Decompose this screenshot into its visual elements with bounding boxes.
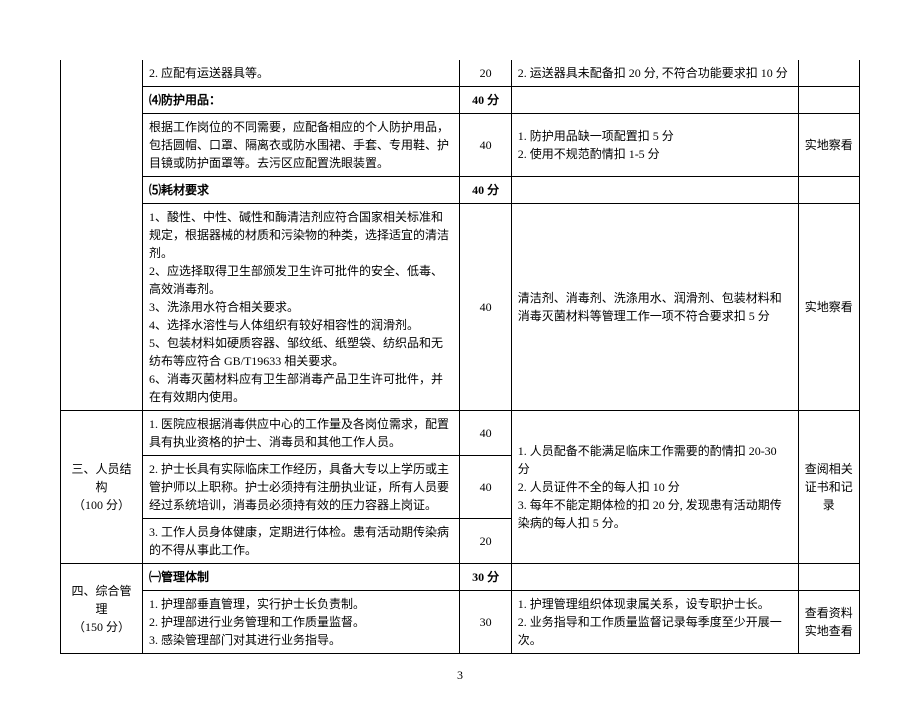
score-cell: 30 分 bbox=[460, 564, 511, 591]
score-cell: 20 bbox=[460, 60, 511, 87]
method-cell: 实地察看 bbox=[798, 204, 860, 411]
item-text: 3. 工作人员身体健康，定期进行体检。患有活动期传染病的不得从事此工作。 bbox=[142, 519, 460, 564]
page-number: 3 bbox=[60, 668, 860, 683]
criteria-cell: 清洁剂、消毒剂、洗涤用水、润滑剂、包装材料和消毒灭菌材料等管理工作一项不符合要求… bbox=[511, 204, 798, 411]
score-cell: 40 bbox=[460, 204, 511, 411]
criteria-cell bbox=[511, 177, 798, 204]
criteria-cell: 1. 护理管理组织体现隶属关系，设专职护士长。2. 业务指导和工作质量监督记录每… bbox=[511, 591, 798, 654]
criteria-cell: 1. 人员配备不能满足临床工作需要的酌情扣 20-30 分2. 人员证件不全的每… bbox=[511, 411, 798, 564]
criteria-cell: 1. 防护用品缺一项配置扣 5 分2. 使用不规范酌情扣 1-5 分 bbox=[511, 114, 798, 177]
item-heading: ⑸耗材要求 bbox=[142, 177, 460, 204]
item-text: 1. 护理部垂直管理，实行护士长负责制。2. 护理部进行业务管理和工作质量监督。… bbox=[142, 591, 460, 654]
method-cell: 查阅相关证书和记录 bbox=[798, 411, 860, 564]
criteria-cell bbox=[511, 87, 798, 114]
score-cell: 40 bbox=[460, 114, 511, 177]
criteria-cell: 2. 运送器具未配备扣 20 分, 不符合功能要求扣 10 分 bbox=[511, 60, 798, 87]
method-cell: 实地察看 bbox=[798, 114, 860, 177]
score-cell: 40 分 bbox=[460, 87, 511, 114]
method-cell bbox=[798, 87, 860, 114]
method-cell bbox=[798, 177, 860, 204]
item-text: 1. 医院应根据消毒供应中心的工作量及各岗位需求，配置具有执业资格的护士、消毒员… bbox=[142, 411, 460, 456]
method-cell bbox=[798, 564, 860, 591]
score-cell: 40 分 bbox=[460, 177, 511, 204]
item-text: 2. 护士长具有实际临床工作经历，具备大专以上学历或主管护师以上职称。护士必须持… bbox=[142, 456, 460, 519]
evaluation-table: 2. 应配有运送器具等。 20 2. 运送器具未配备扣 20 分, 不符合功能要… bbox=[60, 60, 860, 654]
method-cell bbox=[798, 60, 860, 87]
score-cell: 40 bbox=[460, 411, 511, 456]
score-cell: 20 bbox=[460, 519, 511, 564]
cat-personnel: 三、人员结构（100 分） bbox=[61, 411, 143, 564]
cat-cell-top bbox=[61, 60, 143, 411]
criteria-cell bbox=[511, 564, 798, 591]
method-cell: 查看资料实地查看 bbox=[798, 591, 860, 654]
item-text: 1、酸性、中性、碱性和酶清洁剂应符合国家相关标准和规定，根据器械的材质和污染物的… bbox=[142, 204, 460, 411]
score-cell: 30 bbox=[460, 591, 511, 654]
score-cell: 40 bbox=[460, 456, 511, 519]
cat-management: 四、综合管理（150 分） bbox=[61, 564, 143, 654]
item-text: 根据工作岗位的不同需要，应配备相应的个人防护用品，包括圆帽、口罩、隔离衣或防水围… bbox=[142, 114, 460, 177]
item-heading: ⑷防护用品： bbox=[142, 87, 460, 114]
item-text: 2. 应配有运送器具等。 bbox=[142, 60, 460, 87]
item-heading: ㈠管理体制 bbox=[142, 564, 460, 591]
